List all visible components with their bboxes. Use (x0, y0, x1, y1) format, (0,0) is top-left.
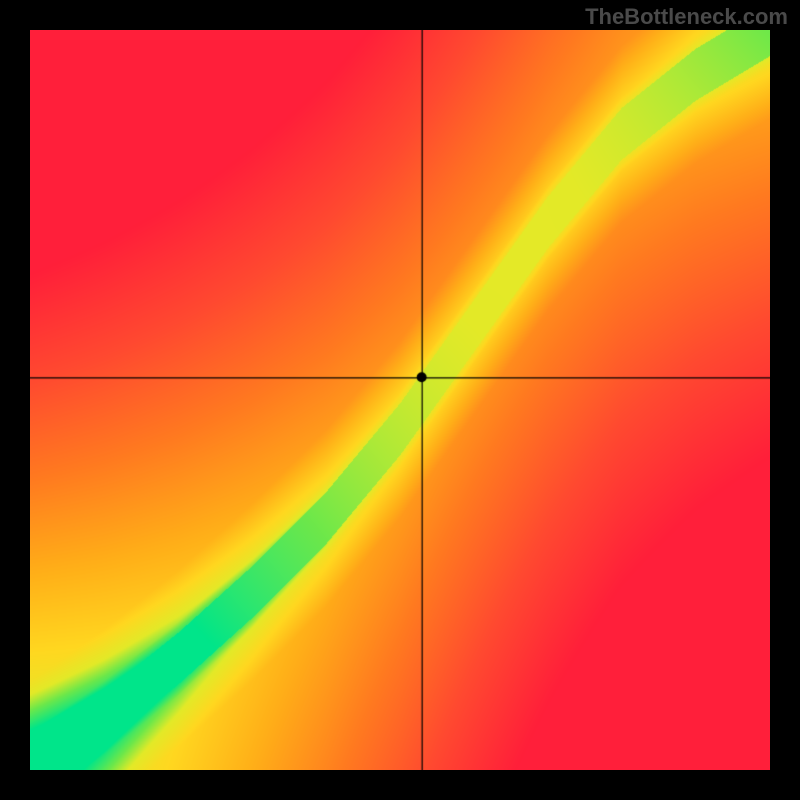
heatmap-plot (30, 30, 770, 770)
chart-container: TheBottleneck.com (0, 0, 800, 800)
watermark-text: TheBottleneck.com (585, 4, 788, 30)
heatmap-canvas (30, 30, 770, 770)
